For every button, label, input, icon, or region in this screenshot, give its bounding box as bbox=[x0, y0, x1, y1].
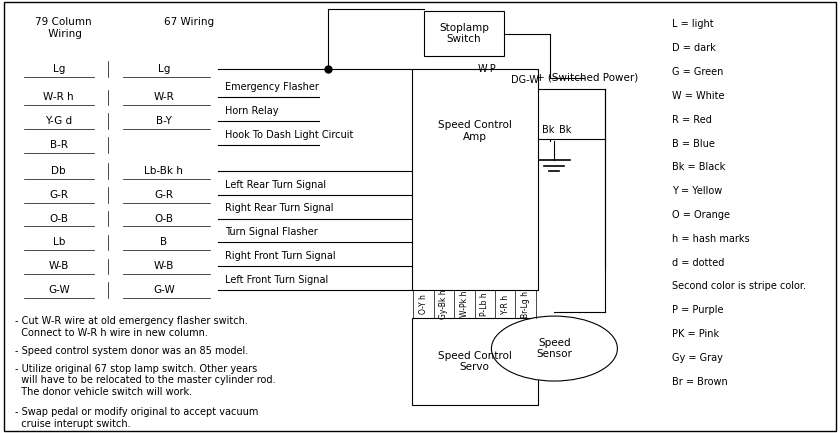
Text: Lg: Lg bbox=[158, 64, 170, 74]
Text: G-W: G-W bbox=[153, 285, 175, 295]
Text: Emergency Flasher: Emergency Flasher bbox=[225, 82, 319, 92]
Text: d = dotted: d = dotted bbox=[672, 258, 724, 268]
Text: O-Y h: O-Y h bbox=[419, 294, 428, 314]
Text: B: B bbox=[160, 237, 167, 248]
Text: Br = Brown: Br = Brown bbox=[672, 377, 727, 387]
Text: L = light: L = light bbox=[672, 19, 714, 29]
Text: - Utilize original 67 stop lamp switch. Other years
  will have to be relocated : - Utilize original 67 stop lamp switch. … bbox=[15, 364, 276, 397]
Text: Lb: Lb bbox=[53, 237, 65, 248]
Text: Hook To Dash Light Circuit: Hook To Dash Light Circuit bbox=[225, 130, 354, 140]
FancyBboxPatch shape bbox=[412, 69, 538, 290]
Text: W-R: W-R bbox=[154, 92, 174, 103]
Text: 79 Column
 Wiring: 79 Column Wiring bbox=[34, 17, 92, 39]
Text: Turn Signal Flasher: Turn Signal Flasher bbox=[225, 227, 318, 237]
Text: DG-W: DG-W bbox=[511, 75, 539, 85]
Text: B-R: B-R bbox=[50, 140, 68, 150]
Text: Right Rear Turn Signal: Right Rear Turn Signal bbox=[225, 204, 333, 213]
Text: Left Rear Turn Signal: Left Rear Turn Signal bbox=[225, 180, 326, 190]
Text: W-R h: W-R h bbox=[44, 92, 74, 103]
Text: Left Front Turn Signal: Left Front Turn Signal bbox=[225, 275, 328, 285]
Text: R = Red: R = Red bbox=[672, 115, 711, 125]
Text: Horn Relay: Horn Relay bbox=[225, 106, 279, 116]
Text: + (Switched Power): + (Switched Power) bbox=[536, 73, 638, 83]
Text: W-P: W-P bbox=[478, 65, 496, 74]
Text: Y-R h: Y-R h bbox=[501, 294, 510, 314]
Text: Lg: Lg bbox=[53, 64, 65, 74]
Text: - Cut W-R wire at old emergency flasher switch.
  Connect to W-R h wire in new c: - Cut W-R wire at old emergency flasher … bbox=[15, 316, 248, 338]
Circle shape bbox=[491, 316, 617, 381]
Text: h = hash marks: h = hash marks bbox=[672, 234, 749, 244]
Text: Bk: Bk bbox=[542, 125, 554, 135]
Text: Speed Control
Amp: Speed Control Amp bbox=[438, 120, 512, 142]
Text: Gy = Gray: Gy = Gray bbox=[672, 353, 723, 363]
Text: O-B: O-B bbox=[155, 213, 173, 224]
Text: O-B: O-B bbox=[50, 213, 68, 224]
Text: PK = Pink: PK = Pink bbox=[672, 329, 719, 339]
Text: B = Blue: B = Blue bbox=[672, 139, 715, 149]
Text: W-B: W-B bbox=[49, 261, 69, 271]
Text: Db: Db bbox=[51, 166, 66, 176]
Text: O = Orange: O = Orange bbox=[672, 210, 730, 220]
Text: Br-Lg h: Br-Lg h bbox=[521, 291, 530, 318]
Text: P = Purple: P = Purple bbox=[672, 305, 723, 315]
Text: W-Pk h: W-Pk h bbox=[459, 291, 469, 317]
Text: G-W: G-W bbox=[48, 285, 70, 295]
Text: Second color is stripe color.: Second color is stripe color. bbox=[672, 281, 806, 291]
Text: Bk = Black: Bk = Black bbox=[672, 162, 725, 172]
Text: Speed
Sensor: Speed Sensor bbox=[537, 338, 572, 359]
Text: Right Front Turn Signal: Right Front Turn Signal bbox=[225, 251, 336, 261]
Text: 67 Wiring: 67 Wiring bbox=[164, 17, 214, 27]
Text: G-R: G-R bbox=[155, 190, 173, 200]
Text: W-B: W-B bbox=[154, 261, 174, 271]
Text: Y-G d: Y-G d bbox=[45, 116, 72, 126]
Text: Bk: Bk bbox=[559, 125, 571, 135]
Text: Lb-Bk h: Lb-Bk h bbox=[144, 166, 183, 176]
Text: Gy-Bk h: Gy-Bk h bbox=[439, 289, 449, 319]
Text: W = White: W = White bbox=[672, 91, 724, 101]
FancyBboxPatch shape bbox=[424, 11, 504, 56]
Text: Speed Control
Servo: Speed Control Servo bbox=[438, 351, 512, 372]
Text: - Swap pedal or modify original to accept vacuum
  cruise interupt switch.: - Swap pedal or modify original to accep… bbox=[15, 407, 259, 429]
Text: - Speed control system donor was an 85 model.: - Speed control system donor was an 85 m… bbox=[15, 346, 249, 356]
Text: B-Y: B-Y bbox=[156, 116, 171, 126]
Text: Stoplamp
Switch: Stoplamp Switch bbox=[439, 23, 489, 44]
Text: Y = Yellow: Y = Yellow bbox=[672, 186, 722, 196]
Text: G = Green: G = Green bbox=[672, 67, 723, 77]
Text: G-R: G-R bbox=[50, 190, 68, 200]
Text: P-Lb h: P-Lb h bbox=[480, 292, 490, 316]
Text: D = dark: D = dark bbox=[672, 43, 716, 53]
FancyBboxPatch shape bbox=[412, 318, 538, 405]
